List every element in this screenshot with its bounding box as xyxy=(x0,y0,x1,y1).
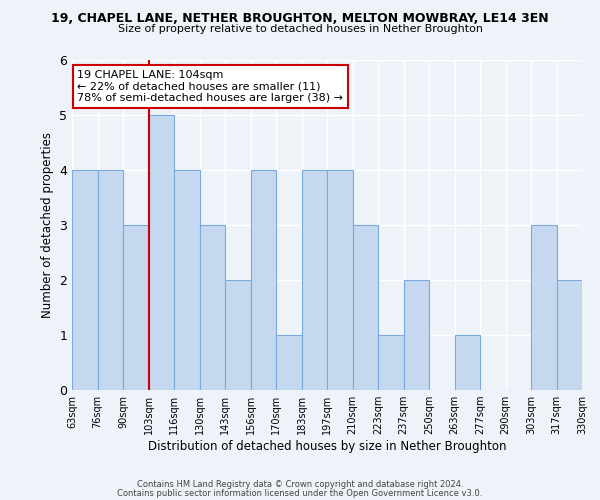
Bar xyxy=(276,335,302,390)
Bar xyxy=(455,335,480,390)
Bar xyxy=(531,225,557,390)
Text: Contains HM Land Registry data © Crown copyright and database right 2024.: Contains HM Land Registry data © Crown c… xyxy=(137,480,463,489)
Y-axis label: Number of detached properties: Number of detached properties xyxy=(41,132,53,318)
Text: 19, CHAPEL LANE, NETHER BROUGHTON, MELTON MOWBRAY, LE14 3EN: 19, CHAPEL LANE, NETHER BROUGHTON, MELTO… xyxy=(51,12,549,26)
Bar xyxy=(251,170,276,390)
Bar xyxy=(327,170,353,390)
X-axis label: Distribution of detached houses by size in Nether Broughton: Distribution of detached houses by size … xyxy=(148,440,506,453)
Text: Size of property relative to detached houses in Nether Broughton: Size of property relative to detached ho… xyxy=(118,24,482,34)
Bar xyxy=(557,280,582,390)
Bar xyxy=(97,170,123,390)
Text: Contains public sector information licensed under the Open Government Licence v3: Contains public sector information licen… xyxy=(118,488,482,498)
Bar xyxy=(353,225,378,390)
Bar xyxy=(72,170,97,390)
Bar xyxy=(199,225,225,390)
Bar xyxy=(225,280,251,390)
Bar xyxy=(149,115,174,390)
Bar xyxy=(174,170,199,390)
Bar xyxy=(378,335,404,390)
Bar xyxy=(302,170,327,390)
Bar xyxy=(404,280,429,390)
Text: 19 CHAPEL LANE: 104sqm
← 22% of detached houses are smaller (11)
78% of semi-det: 19 CHAPEL LANE: 104sqm ← 22% of detached… xyxy=(77,70,343,103)
Bar xyxy=(123,225,149,390)
